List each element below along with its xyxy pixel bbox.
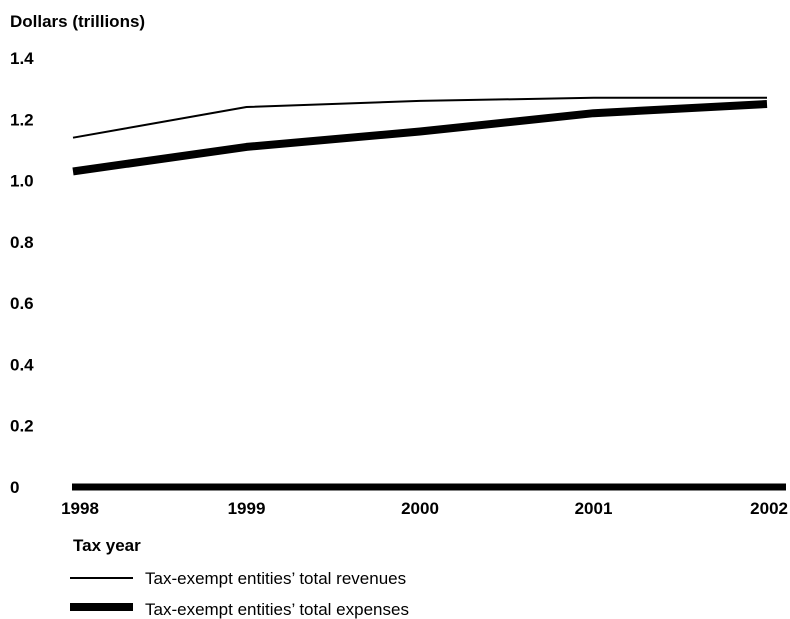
y-tick-label: 0.4 bbox=[10, 355, 34, 374]
series-line-expenses bbox=[72, 100, 768, 176]
y-tick-label: 0.2 bbox=[10, 417, 34, 436]
y-tick-label: 0.8 bbox=[10, 233, 34, 252]
x-tick-label: 2002 bbox=[750, 499, 788, 518]
legend: Tax-exempt entities’ total revenues Tax-e… bbox=[70, 569, 409, 619]
x-tick-label: 1999 bbox=[228, 499, 266, 518]
y-tick-label: 0 bbox=[10, 478, 19, 497]
x-tick-label: 2000 bbox=[401, 499, 439, 518]
x-tick-labels: 1998 1999 2000 2001 2002 bbox=[61, 499, 788, 518]
y-axis-label: Dollars (trillions) bbox=[10, 12, 145, 31]
series-line-revenues bbox=[72, 96, 767, 139]
x-tick-label: 2001 bbox=[575, 499, 613, 518]
x-tick-label: 1998 bbox=[61, 499, 99, 518]
y-tick-label: 1.4 bbox=[10, 49, 34, 68]
legend-label: Tax-exempt entities’ total expenses bbox=[145, 600, 409, 619]
y-tick-labels: 0 0.2 0.4 0.6 0.8 1.0 1.2 1.4 bbox=[10, 49, 34, 497]
y-tick-label: 1.2 bbox=[10, 110, 34, 129]
y-tick-label: 0.6 bbox=[10, 294, 34, 313]
x-axis-label: Tax year bbox=[73, 536, 141, 555]
legend-label: Tax-exempt entities’ total revenues bbox=[145, 569, 406, 588]
y-tick-label: 1.0 bbox=[10, 172, 34, 191]
series-lines bbox=[72, 96, 768, 176]
